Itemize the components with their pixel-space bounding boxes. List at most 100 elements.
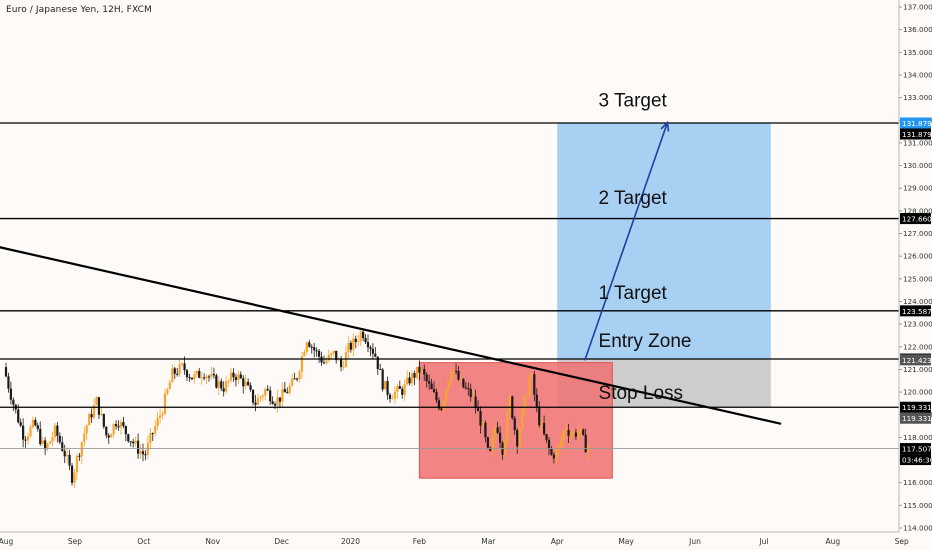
price-tag-label: 121.423 <box>902 356 932 365</box>
candle-down <box>7 376 10 389</box>
candle-down <box>198 371 201 378</box>
candle-up <box>227 380 230 382</box>
candle-down <box>317 350 321 357</box>
candle-down <box>127 434 130 442</box>
price-tag <box>900 412 931 424</box>
y-tick-label: 118.000 <box>903 433 932 442</box>
candle-down <box>114 424 118 427</box>
candle-up <box>442 401 445 410</box>
candle-down <box>70 465 74 483</box>
candle-up <box>327 354 330 361</box>
candle-down <box>293 378 296 380</box>
candle-up <box>29 427 32 437</box>
candle-down <box>349 342 352 350</box>
candle-up <box>178 364 181 375</box>
y-tick-label: 128.000 <box>903 206 932 215</box>
candle-up <box>210 373 213 377</box>
candle-down <box>538 406 541 426</box>
candle-down <box>234 377 238 381</box>
annotation-3-target: 3 Target <box>599 91 668 112</box>
candle-up <box>528 376 531 396</box>
candle-down <box>398 386 401 389</box>
candle-up <box>264 389 267 396</box>
candle-down <box>105 426 108 436</box>
candle-up <box>31 419 35 428</box>
candle-up <box>347 342 350 352</box>
candle-up <box>494 427 497 437</box>
price-tag <box>900 443 931 455</box>
candle-up <box>156 417 159 426</box>
x-tick-label: Feb <box>413 537 427 546</box>
candle-down <box>464 387 467 389</box>
candle-down <box>188 377 191 379</box>
candle-down <box>496 427 499 433</box>
candle-down <box>17 409 20 423</box>
x-tick-label: Apr <box>551 537 565 546</box>
candle-down <box>203 377 206 379</box>
candle-up <box>85 425 88 434</box>
candle-down <box>266 389 269 391</box>
candle-up <box>53 425 57 438</box>
candle-down <box>124 426 127 435</box>
candle-down <box>107 435 110 438</box>
candle-up <box>330 353 333 355</box>
candle-up <box>134 440 137 444</box>
candle-down <box>584 434 587 453</box>
candle-up <box>530 374 533 377</box>
candle-down <box>322 362 326 364</box>
candle-up <box>415 366 419 378</box>
candle-up <box>518 429 521 447</box>
candle-up <box>452 370 455 374</box>
price-tag <box>900 213 931 225</box>
candle-down <box>215 375 218 388</box>
candle-down <box>374 353 377 357</box>
candle-down <box>428 381 431 384</box>
candle-down <box>489 447 492 451</box>
price-tag-label: 119.331 <box>902 403 932 412</box>
y-tick-label: 137.000 <box>903 3 932 12</box>
candle-down <box>242 378 245 387</box>
candle-up <box>565 430 568 432</box>
candle-up <box>587 446 590 453</box>
candle-down <box>567 430 570 436</box>
candle-up <box>205 376 208 379</box>
price-tag <box>900 117 931 129</box>
candle-up <box>92 405 96 418</box>
x-tick-label: Sep <box>68 537 82 546</box>
candle-up <box>450 373 453 382</box>
candle-up <box>112 424 115 435</box>
price-tag-label: 119.331 <box>902 414 932 423</box>
candle-up <box>481 422 485 426</box>
candle-down <box>339 359 343 368</box>
candle-up <box>73 472 76 483</box>
candle-up <box>51 437 54 442</box>
candle-up <box>357 340 360 342</box>
candle-up <box>540 422 543 426</box>
x-tick-label: 2020 <box>341 537 360 546</box>
candle-down <box>24 439 27 441</box>
candle-up <box>261 395 264 397</box>
candle-down <box>437 400 441 409</box>
annotation-2-target: 2 Target <box>599 188 668 209</box>
candle-down <box>574 432 578 437</box>
candle-up <box>41 440 44 444</box>
y-tick-label: 127.000 <box>903 229 932 238</box>
price-tag-label: 127.660 <box>902 215 932 224</box>
candle-up <box>298 371 301 379</box>
y-tick-label: 121.000 <box>903 365 932 374</box>
candle-up <box>149 433 152 443</box>
profit-zone <box>557 123 771 360</box>
x-tick-label: Jul <box>758 537 768 546</box>
candle-up <box>557 446 560 450</box>
candle-down <box>369 347 372 349</box>
candle-down <box>151 433 154 435</box>
candle-down <box>12 399 15 405</box>
candle-up <box>193 374 196 380</box>
price-tag-label: 03:46:36 <box>902 456 932 465</box>
candle-up <box>171 368 174 383</box>
candle-down <box>440 408 443 410</box>
candle-up <box>491 436 494 451</box>
candle-down <box>207 376 211 378</box>
